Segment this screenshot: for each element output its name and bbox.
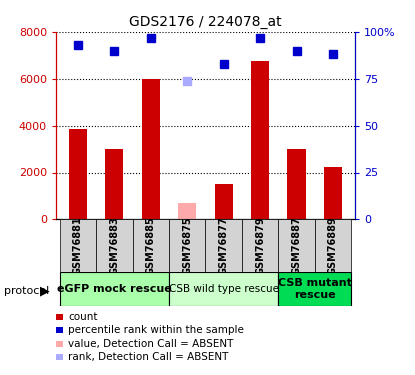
Text: GSM76883: GSM76883 — [109, 216, 120, 275]
Bar — [242, 219, 278, 272]
Text: GSM76887: GSM76887 — [291, 216, 302, 275]
Text: CSB wild type rescue: CSB wild type rescue — [168, 284, 278, 294]
Bar — [251, 61, 269, 219]
Text: GSM76881: GSM76881 — [73, 216, 83, 275]
Text: GSM76885: GSM76885 — [146, 216, 156, 275]
Bar — [69, 129, 87, 219]
Bar — [324, 166, 342, 219]
Bar — [60, 219, 96, 272]
Bar — [288, 149, 305, 219]
Bar — [205, 219, 242, 272]
Text: GSM76877: GSM76877 — [219, 216, 229, 275]
Title: GDS2176 / 224078_at: GDS2176 / 224078_at — [129, 15, 282, 30]
Bar — [56, 327, 63, 333]
Text: percentile rank within the sample: percentile rank within the sample — [68, 326, 244, 335]
Bar — [105, 149, 123, 219]
Bar — [178, 203, 196, 219]
Bar — [96, 219, 132, 272]
Bar — [56, 341, 63, 347]
Bar — [169, 272, 278, 306]
Bar — [56, 354, 63, 360]
Bar — [132, 219, 169, 272]
Bar — [169, 219, 205, 272]
Text: count: count — [68, 312, 98, 322]
Text: CSB mutant
rescue: CSB mutant rescue — [278, 278, 352, 300]
Bar — [215, 184, 233, 219]
Text: GSM76879: GSM76879 — [255, 216, 265, 275]
Text: eGFP mock rescue: eGFP mock rescue — [57, 284, 172, 294]
Text: protocol: protocol — [4, 286, 49, 296]
Bar — [315, 219, 351, 272]
Bar — [56, 314, 63, 320]
Bar — [142, 79, 160, 219]
Text: GSM76875: GSM76875 — [182, 216, 192, 275]
Bar — [278, 272, 351, 306]
Text: GSM76889: GSM76889 — [328, 216, 338, 275]
Bar — [278, 219, 315, 272]
Text: rank, Detection Call = ABSENT: rank, Detection Call = ABSENT — [68, 352, 229, 362]
Bar — [60, 272, 169, 306]
Text: ▶: ▶ — [40, 284, 50, 297]
Text: value, Detection Call = ABSENT: value, Detection Call = ABSENT — [68, 339, 234, 349]
